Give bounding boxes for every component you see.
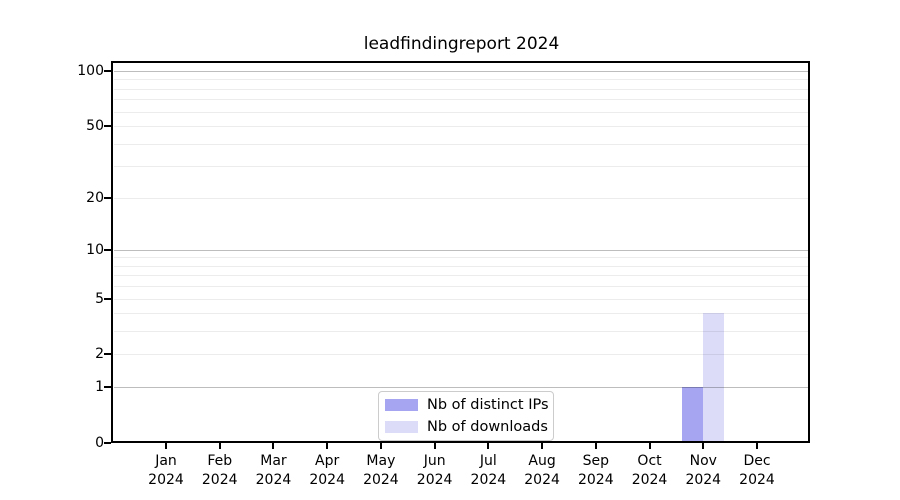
y-tick-label: 50 — [86, 118, 104, 135]
x-tick-year: 2024 — [363, 472, 399, 488]
gridline-minor — [114, 166, 808, 168]
x-tick-label: May 2024 — [351, 452, 411, 490]
x-tick-mark — [218, 443, 221, 449]
legend-label-distinct-ips: Nb of distinct IPs — [427, 397, 549, 413]
x-tick-mark — [487, 443, 490, 449]
gridline-minor — [114, 88, 808, 90]
gridline-minor — [114, 111, 808, 113]
x-tick-month: Feb — [207, 453, 233, 469]
x-tick-month: Mar — [260, 453, 287, 469]
gridline-minor — [114, 197, 808, 199]
x-tick-label: Jun 2024 — [405, 452, 465, 490]
gridline-minor — [114, 331, 808, 333]
chart-title: leadfindingreport 2024 — [363, 34, 560, 54]
x-tick-year: 2024 — [739, 472, 775, 488]
y-tick-mark — [104, 196, 111, 199]
legend-swatch-downloads — [385, 421, 418, 433]
y-tick-mark — [104, 125, 111, 128]
y-tick-mark — [104, 386, 111, 389]
x-tick-label: Oct 2024 — [620, 452, 680, 490]
x-tick-year: 2024 — [148, 472, 184, 488]
y-tick-label: 10 — [86, 241, 104, 258]
gridline-minor — [114, 143, 808, 145]
x-tick-month: Jul — [479, 453, 497, 469]
y-tick-label: 20 — [86, 189, 104, 206]
x-tick-year: 2024 — [685, 472, 722, 488]
x-tick-year: 2024 — [201, 472, 238, 488]
x-tick-mark — [272, 443, 275, 449]
gridline-major — [114, 249, 808, 251]
y-tick-label: 2 — [95, 346, 104, 363]
x-tick-month: Apr — [315, 453, 340, 469]
x-tick-mark — [326, 443, 329, 449]
x-tick-year: 2024 — [577, 472, 614, 488]
x-tick-label: Aug 2024 — [512, 452, 572, 490]
y-tick-mark — [104, 297, 111, 300]
x-tick-month: Jan — [155, 453, 177, 469]
x-tick-month: Dec — [743, 453, 771, 469]
gridline-major — [114, 387, 808, 389]
gridline-minor — [114, 286, 808, 288]
y-tick-label: 100 — [77, 63, 104, 80]
gridline-major — [114, 71, 808, 73]
x-tick-year: 2024 — [470, 472, 507, 488]
gridline-minor — [114, 275, 808, 277]
x-tick-mark — [165, 443, 167, 449]
x-tick-year: 2024 — [255, 472, 292, 488]
x-tick-year: 2024 — [524, 472, 560, 488]
x-tick-mark — [594, 443, 597, 449]
x-tick-year: 2024 — [631, 472, 668, 488]
y-tick-label: 0 — [95, 435, 104, 451]
bar-nov-series1 — [703, 313, 725, 441]
legend-swatch-distinct-ips — [385, 399, 418, 411]
gridline-minor — [114, 354, 808, 356]
x-tick-label: Jan 2024 — [136, 452, 196, 490]
legend: Nb of distinct IPs Nb of downloads — [378, 391, 554, 441]
x-tick-label: Jul 2024 — [458, 452, 518, 490]
gridline-minor — [114, 298, 808, 300]
x-tick-label: Mar 2024 — [243, 452, 303, 490]
x-tick-mark — [756, 443, 758, 449]
y-tick-mark — [104, 442, 111, 444]
x-tick-mark — [379, 443, 382, 449]
bar-nov-series0 — [682, 387, 704, 441]
x-tick-mark — [541, 443, 544, 449]
legend-item-downloads: Nb of downloads — [379, 416, 553, 438]
x-tick-label: Feb 2024 — [190, 452, 250, 490]
x-tick-year: 2024 — [416, 472, 453, 488]
x-tick-label: Nov 2024 — [673, 452, 733, 490]
y-tick-label: 1 — [95, 379, 104, 396]
y-tick-label: 5 — [95, 290, 104, 307]
gridline-minor — [114, 265, 808, 267]
x-tick-label: Apr 2024 — [297, 452, 357, 490]
x-tick-label: Sep 2024 — [566, 452, 626, 490]
gridline-minor — [114, 257, 808, 259]
plot-frame — [111, 61, 810, 443]
x-tick-month: Nov — [689, 453, 717, 469]
y-tick-mark — [104, 353, 111, 356]
x-tick-month: Jun — [423, 453, 446, 469]
x-tick-month: Sep — [582, 453, 609, 469]
gridline-minor — [114, 313, 808, 315]
x-tick-mark — [648, 443, 651, 449]
y-tick-mark — [104, 70, 111, 73]
x-tick-label: Dec 2024 — [727, 452, 787, 490]
gridline-minor — [114, 126, 808, 128]
x-tick-year: 2024 — [309, 472, 345, 488]
y-tick-mark — [104, 248, 111, 251]
gridline-minor — [114, 79, 808, 81]
legend-item-distinct-ips: Nb of distinct IPs — [379, 394, 553, 416]
x-tick-mark — [433, 443, 436, 449]
gridline-minor — [114, 99, 808, 101]
legend-label-downloads: Nb of downloads — [427, 419, 548, 435]
x-tick-mark — [702, 443, 705, 449]
x-tick-month: May — [366, 453, 396, 469]
x-tick-month: Oct — [637, 453, 662, 469]
x-tick-month: Aug — [528, 453, 556, 469]
